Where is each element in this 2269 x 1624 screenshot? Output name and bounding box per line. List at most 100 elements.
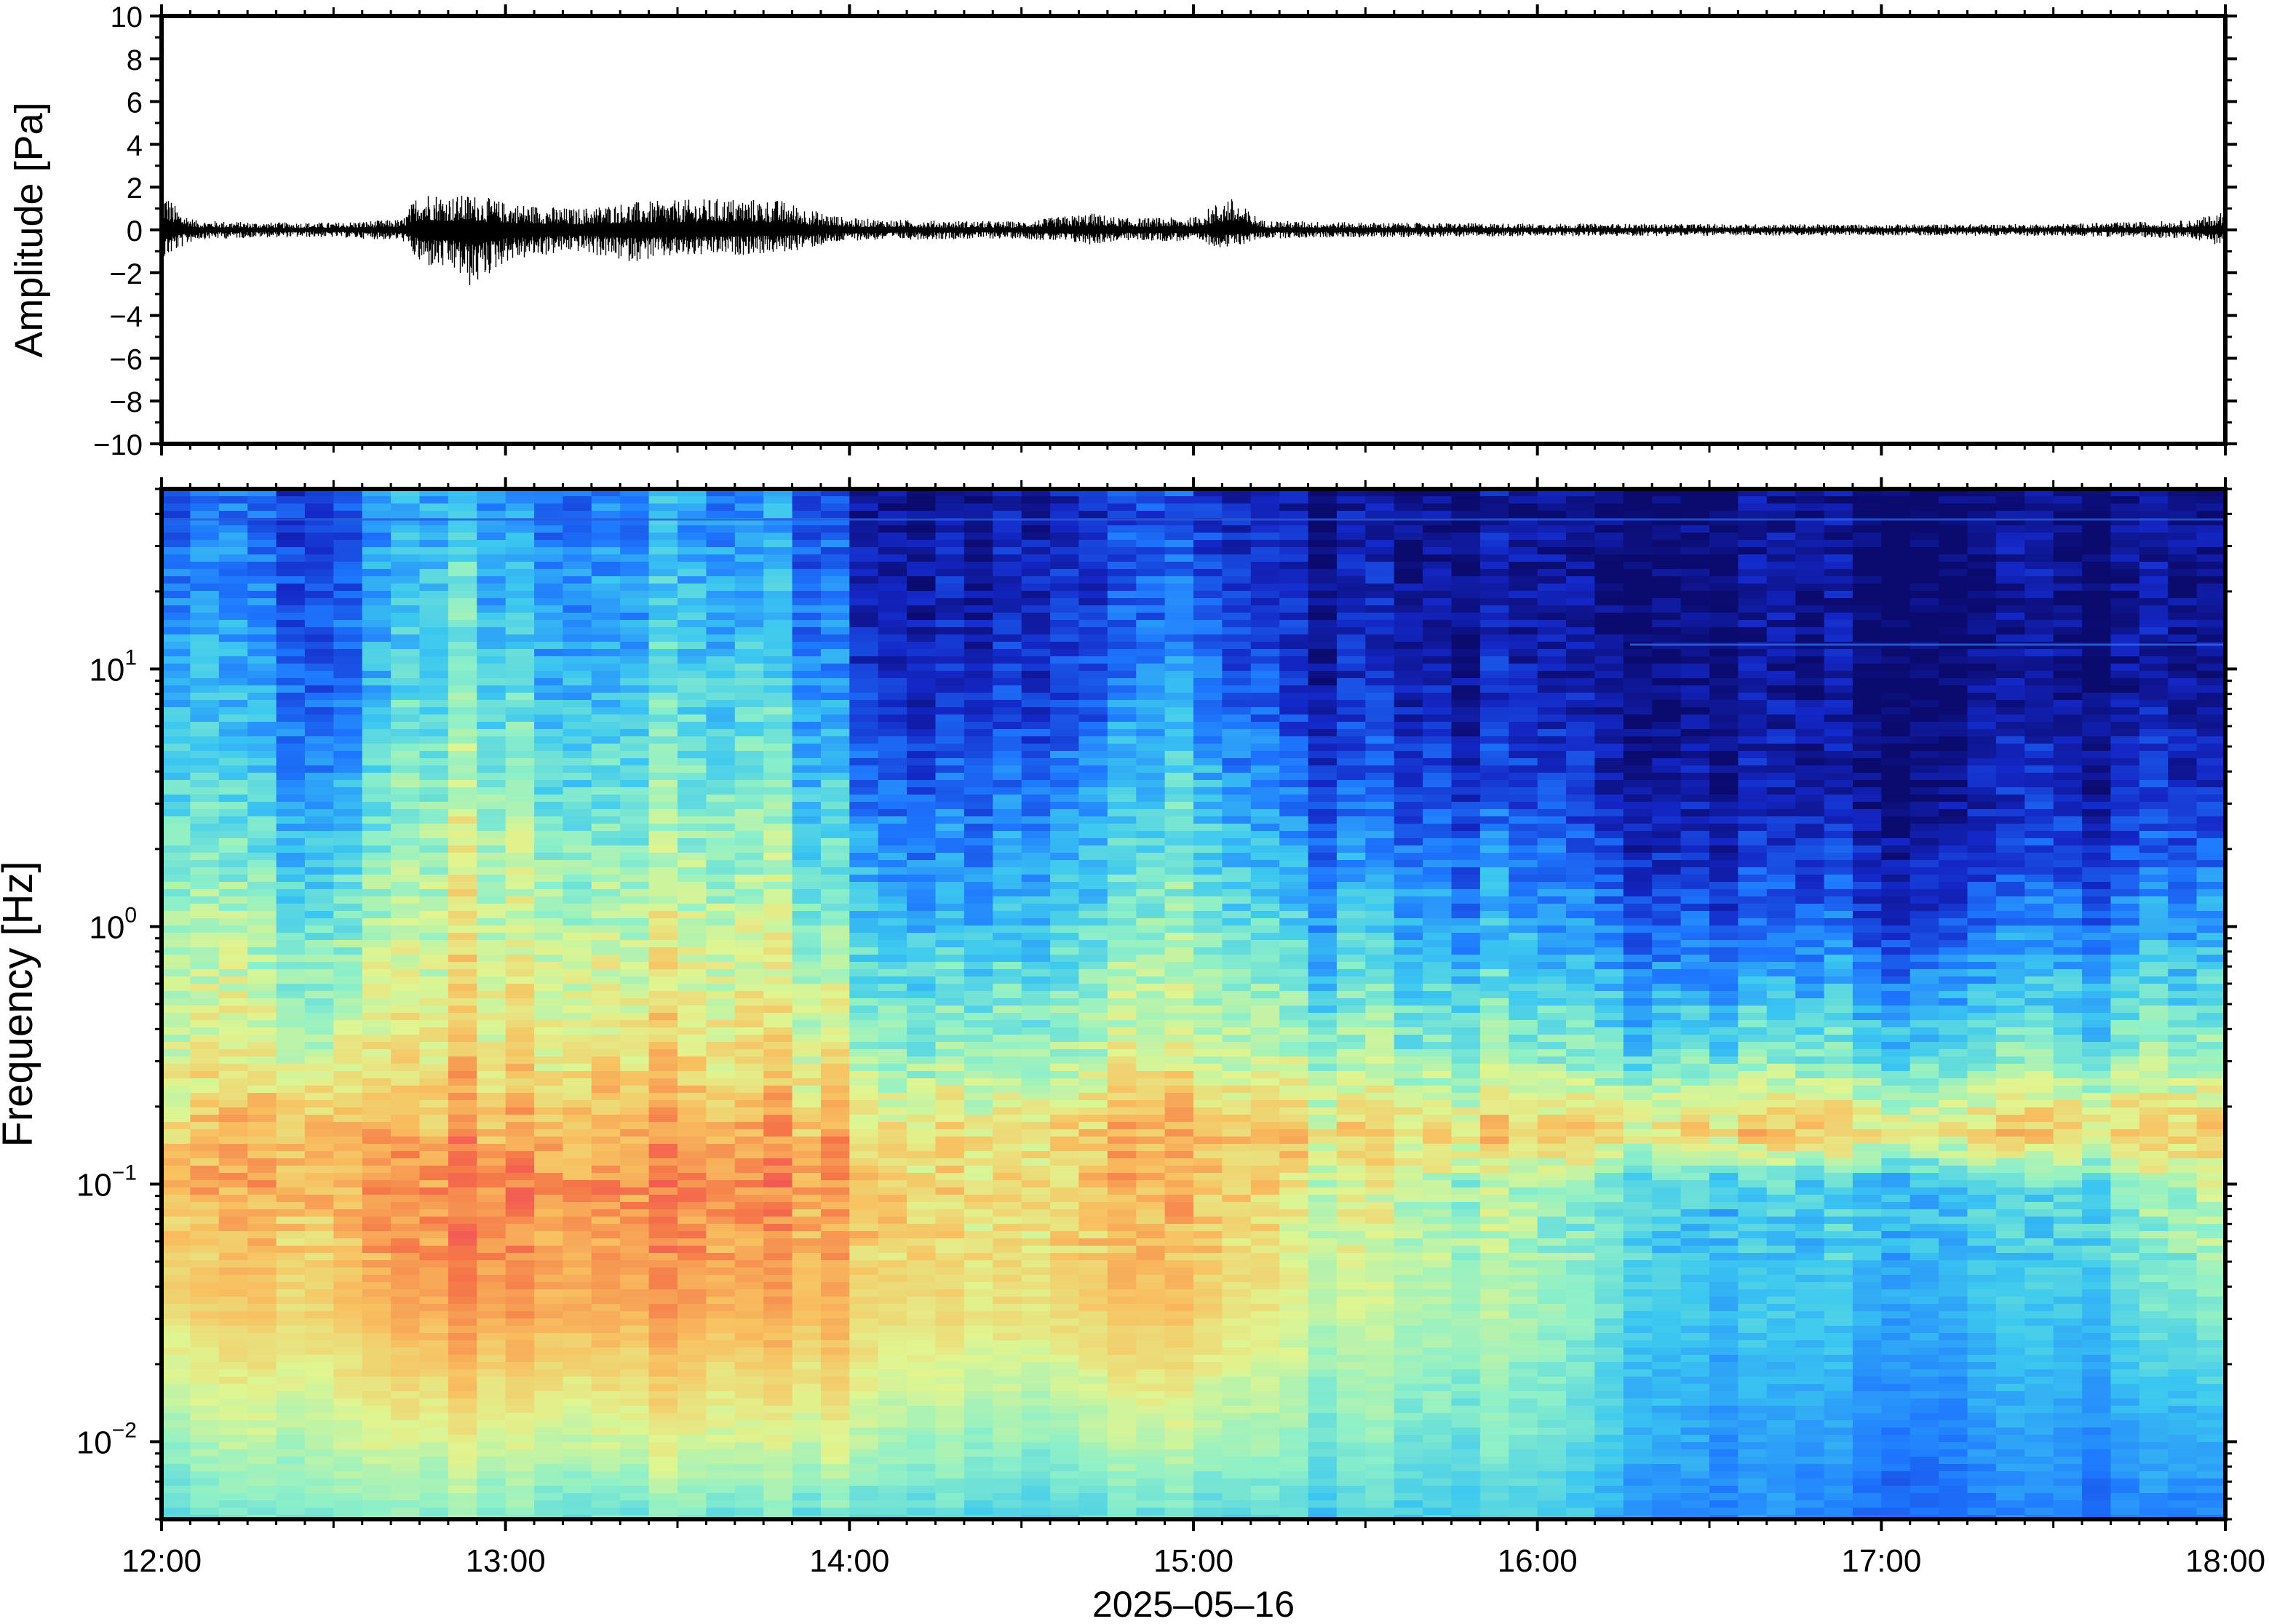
frequency-tick-label: 10−2 <box>76 1418 137 1460</box>
spectrogram-column <box>563 489 592 1519</box>
spectrogram-column <box>963 489 994 1519</box>
spectrogram-column <box>1939 489 1968 1519</box>
spectrogram-column <box>1222 489 1252 1519</box>
spectrogram-column <box>1021 489 1051 1519</box>
spectrogram-column <box>1709 489 1739 1519</box>
spectrogram-column <box>763 489 793 1519</box>
spectrogram-column <box>878 489 907 1519</box>
spectrogram-column <box>792 489 822 1519</box>
amplitude-ytick-label: 8 <box>127 44 143 76</box>
spectrogram-column <box>276 489 306 1519</box>
spectrogram-column <box>1078 489 1108 1519</box>
date-axis-label: 2025–05–16 <box>1092 1584 1295 1624</box>
spectrogram-column <box>190 489 220 1519</box>
time-tick-label: 18:00 <box>2185 1543 2265 1579</box>
time-tick-label: 16:00 <box>1498 1543 1578 1579</box>
amplitude-ytick-label: 4 <box>127 130 143 162</box>
spectrogram-column <box>1250 489 1280 1519</box>
spectrogram-plot-frame <box>159 487 2228 1521</box>
spectrogram-column <box>2139 489 2169 1519</box>
spectrogram-column <box>1394 489 1423 1519</box>
spectrogram-heatmap <box>162 489 2225 1519</box>
amplitude-ytick-label: −6 <box>109 343 143 375</box>
spectrogram-column <box>1881 489 1911 1519</box>
frequency-tick-label: 10−1 <box>76 1161 137 1203</box>
spectrogram-column <box>1136 489 1166 1519</box>
amplitude-ytick-label: −10 <box>93 429 143 461</box>
spectrogram-column <box>591 489 621 1519</box>
amplitude-ytick-label: −2 <box>109 258 143 290</box>
spectrogram-column <box>1967 489 1997 1519</box>
time-tick-label: 17:00 <box>1841 1543 1921 1579</box>
spectrogram-column <box>1050 489 1080 1519</box>
spectrogram-column <box>935 489 965 1519</box>
spectrogram-column <box>448 489 478 1519</box>
spectrogram-column <box>1107 489 1137 1519</box>
spectrogram-column <box>1623 489 1653 1519</box>
spectrogram-column <box>849 489 879 1519</box>
spectrogram-column <box>1509 489 1538 1519</box>
amplitude-ytick-label: 6 <box>127 87 143 119</box>
spectrogram-column <box>1738 489 1768 1519</box>
spectrogram-column <box>477 489 506 1519</box>
spectrogram-column <box>2196 489 2225 1519</box>
frequency-axis-label: Frequency [Hz] <box>0 861 41 1147</box>
spectrogram-column <box>247 489 277 1519</box>
spectrogram-column <box>2082 489 2112 1519</box>
amplitude-ytick-label: 10 <box>111 1 143 33</box>
spectrogram-column <box>1852 489 1883 1519</box>
spectrogram-column <box>2168 489 2198 1519</box>
spectrogram-column <box>1566 489 1596 1519</box>
spectrogram-column <box>1279 489 1309 1519</box>
spectrogram-column <box>1995 489 2026 1519</box>
spectrogram-panel: 12:00 13:00 14:00 15:00 16:00 17:00 18:00 101 10… <box>0 477 2265 1624</box>
amplitude-ytick-label: 0 <box>127 215 143 247</box>
spectrogram-column <box>1537 489 1567 1519</box>
amplitude-ytick-label: −4 <box>109 301 143 333</box>
spectrogram-column <box>1193 489 1223 1519</box>
spectrogram-column <box>706 489 736 1519</box>
spectrogram-column <box>505 489 535 1519</box>
spectrogram-column <box>1423 489 1453 1519</box>
time-tick-label: 14:00 <box>809 1543 889 1579</box>
spectrogram-column <box>1824 489 1853 1519</box>
spectrogram-column <box>1652 489 1682 1519</box>
frequency-tick-label: 100 <box>89 903 137 945</box>
spectrogram-column <box>677 489 707 1519</box>
spectrogram-column <box>1795 489 1825 1519</box>
amplitude-ytick-label: 2 <box>127 172 143 204</box>
amplitude-plot-frame <box>159 14 2228 446</box>
spectrogram-column <box>1910 489 1939 1519</box>
amplitude-axis-label: Amplitude [Pa] <box>7 102 51 357</box>
spectrogram-column <box>391 489 421 1519</box>
spectrogram-column <box>1766 489 1796 1519</box>
spectrogram-column <box>534 489 564 1519</box>
spectrogram-column <box>1336 489 1367 1519</box>
spectrogram-column <box>218 489 248 1519</box>
spectrogram-column <box>620 489 650 1519</box>
spectrogram-column <box>1680 489 1710 1519</box>
spectrogram-column <box>1308 489 1338 1519</box>
spectrogram-column <box>362 489 392 1519</box>
spectrogram-column <box>1451 489 1481 1519</box>
time-tick-label: 15:00 <box>1153 1543 1233 1579</box>
spectrogram-column <box>993 489 1022 1519</box>
spectrogram-column <box>734 489 764 1519</box>
amplitude-panel: 10 8 6 4 2 0 −2 −4 −6 −8 −10 Amplitude [Pa] <box>7 1 2237 461</box>
spectrogram-column <box>1594 489 1624 1519</box>
spectrogram-column <box>2024 489 2054 1519</box>
spectrogram-column <box>1479 489 1510 1519</box>
time-tick-label: 13:00 <box>466 1543 546 1579</box>
amplitude-ytick-label: −8 <box>109 386 143 418</box>
spectrogram-column <box>648 489 678 1519</box>
spectrogram-column <box>419 489 449 1519</box>
frequency-tick-label: 101 <box>89 645 137 688</box>
spectrogram-column <box>333 489 363 1519</box>
spectrogram-column <box>1365 489 1395 1519</box>
spectrogram-column <box>304 489 335 1519</box>
spectrogram-column <box>907 489 937 1519</box>
spectrogram-column <box>2110 489 2140 1519</box>
time-tick-label: 12:00 <box>122 1543 202 1579</box>
spectrogram-column <box>2053 489 2083 1519</box>
